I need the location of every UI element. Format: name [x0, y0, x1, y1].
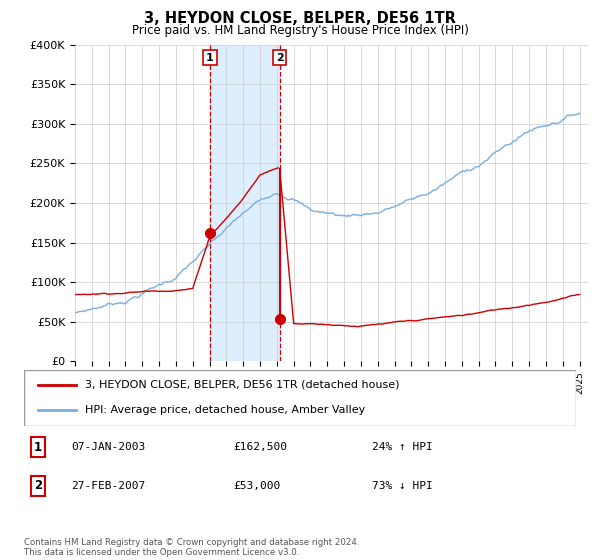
- FancyBboxPatch shape: [24, 370, 576, 426]
- Text: 3, HEYDON CLOSE, BELPER, DE56 1TR: 3, HEYDON CLOSE, BELPER, DE56 1TR: [144, 11, 456, 26]
- Text: Contains HM Land Registry data © Crown copyright and database right 2024.
This d: Contains HM Land Registry data © Crown c…: [24, 538, 359, 557]
- Text: 27-FEB-2007: 27-FEB-2007: [71, 481, 145, 491]
- Bar: [210, 45, 280, 361]
- Text: 07-JAN-2003: 07-JAN-2003: [71, 442, 145, 452]
- Text: 73% ↓ HPI: 73% ↓ HPI: [372, 481, 433, 491]
- Text: 1: 1: [206, 53, 214, 63]
- Text: HPI: Average price, detached house, Amber Valley: HPI: Average price, detached house, Ambe…: [85, 405, 365, 416]
- Text: 3, HEYDON CLOSE, BELPER, DE56 1TR (detached house): 3, HEYDON CLOSE, BELPER, DE56 1TR (detac…: [85, 380, 399, 390]
- Text: 1: 1: [34, 441, 42, 454]
- Text: £53,000: £53,000: [234, 481, 281, 491]
- Text: 2: 2: [34, 479, 42, 492]
- Text: 2: 2: [275, 53, 283, 63]
- Text: Price paid vs. HM Land Registry's House Price Index (HPI): Price paid vs. HM Land Registry's House …: [131, 24, 469, 37]
- Text: £162,500: £162,500: [234, 442, 288, 452]
- Text: 24% ↑ HPI: 24% ↑ HPI: [372, 442, 433, 452]
